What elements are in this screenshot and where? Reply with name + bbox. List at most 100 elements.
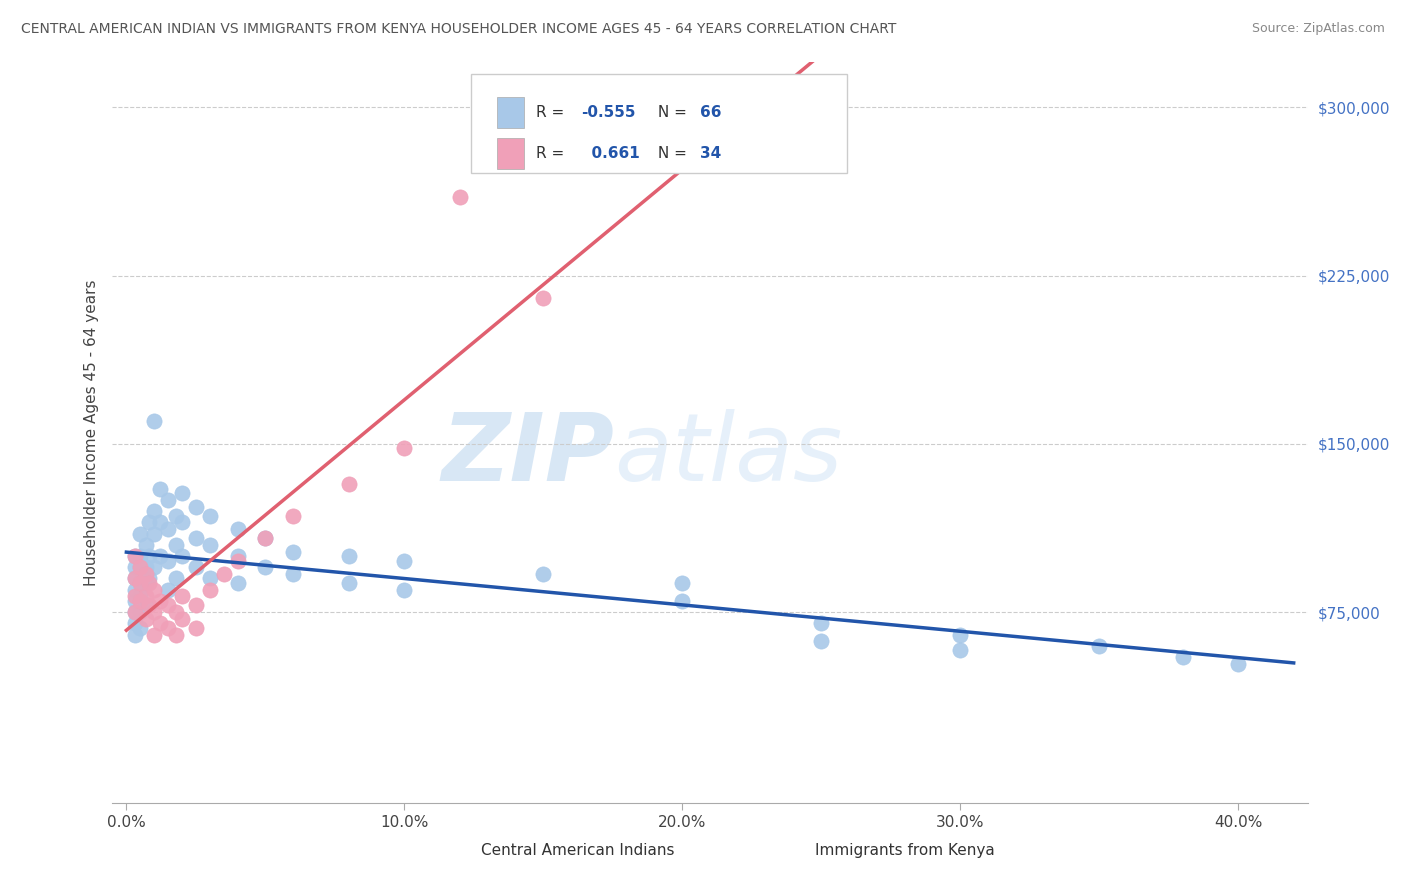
Point bbox=[157, 492, 180, 507]
Point bbox=[129, 560, 152, 574]
Point bbox=[184, 500, 207, 514]
Point bbox=[124, 605, 146, 619]
Point bbox=[124, 616, 146, 631]
Text: 66: 66 bbox=[700, 105, 721, 120]
Point bbox=[254, 531, 277, 545]
Point bbox=[149, 482, 172, 496]
Point bbox=[170, 612, 193, 626]
Point bbox=[184, 599, 207, 613]
Point bbox=[149, 594, 172, 608]
Point bbox=[138, 576, 160, 591]
Point bbox=[198, 571, 221, 585]
Point bbox=[129, 560, 152, 574]
Point bbox=[337, 576, 360, 591]
Point bbox=[129, 576, 152, 591]
Point bbox=[157, 553, 180, 567]
Point bbox=[135, 599, 157, 613]
Point bbox=[184, 621, 207, 635]
Point bbox=[531, 291, 554, 305]
Point bbox=[157, 599, 180, 613]
Point bbox=[129, 621, 152, 635]
Point bbox=[143, 582, 166, 597]
Point bbox=[165, 571, 187, 585]
Point bbox=[1227, 657, 1250, 671]
Text: ZIP: ZIP bbox=[441, 409, 614, 500]
Point bbox=[124, 549, 146, 563]
Point bbox=[157, 582, 180, 597]
Point bbox=[135, 576, 157, 591]
Point bbox=[198, 582, 221, 597]
Point bbox=[129, 594, 152, 608]
Text: atlas: atlas bbox=[614, 409, 842, 500]
Point bbox=[184, 560, 207, 574]
Point bbox=[226, 549, 249, 563]
Point bbox=[165, 508, 187, 523]
Point bbox=[124, 627, 146, 641]
Point bbox=[157, 522, 180, 536]
Point bbox=[129, 605, 152, 619]
Point bbox=[394, 442, 416, 456]
Point bbox=[149, 616, 172, 631]
Point bbox=[394, 582, 416, 597]
Point bbox=[143, 605, 166, 619]
Point bbox=[129, 549, 152, 563]
Text: -0.555: -0.555 bbox=[581, 105, 636, 120]
Point bbox=[124, 605, 146, 619]
Point bbox=[170, 549, 193, 563]
Point bbox=[170, 486, 193, 500]
Point bbox=[184, 531, 207, 545]
FancyBboxPatch shape bbox=[498, 138, 523, 169]
Point bbox=[226, 553, 249, 567]
Text: 0.661: 0.661 bbox=[581, 146, 640, 161]
Point bbox=[143, 526, 166, 541]
Point bbox=[671, 576, 693, 591]
Point bbox=[281, 544, 304, 558]
Text: N =: N = bbox=[652, 146, 692, 161]
Text: CENTRAL AMERICAN INDIAN VS IMMIGRANTS FROM KENYA HOUSEHOLDER INCOME AGES 45 - 64: CENTRAL AMERICAN INDIAN VS IMMIGRANTS FR… bbox=[21, 22, 897, 37]
FancyBboxPatch shape bbox=[498, 97, 523, 128]
Text: N =: N = bbox=[652, 105, 692, 120]
Point bbox=[671, 594, 693, 608]
Text: R =: R = bbox=[536, 105, 568, 120]
Text: Source: ZipAtlas.com: Source: ZipAtlas.com bbox=[1251, 22, 1385, 36]
Point bbox=[143, 414, 166, 428]
Point bbox=[135, 566, 157, 581]
Point bbox=[810, 634, 832, 648]
Point bbox=[810, 616, 832, 631]
Point bbox=[138, 571, 160, 585]
Point bbox=[124, 549, 146, 563]
Point bbox=[198, 508, 221, 523]
Point bbox=[124, 560, 146, 574]
Point bbox=[337, 549, 360, 563]
Point bbox=[212, 566, 235, 581]
Point bbox=[143, 560, 166, 574]
Point bbox=[949, 643, 972, 657]
Point bbox=[198, 538, 221, 552]
Point bbox=[138, 549, 160, 563]
Point bbox=[143, 504, 166, 518]
Point bbox=[124, 571, 146, 585]
Point bbox=[281, 566, 304, 581]
Text: 34: 34 bbox=[700, 146, 721, 161]
Point bbox=[124, 571, 146, 585]
Point bbox=[170, 590, 193, 604]
Text: Central American Indians: Central American Indians bbox=[481, 844, 673, 858]
Point bbox=[254, 560, 277, 574]
Point bbox=[394, 553, 416, 567]
Point bbox=[226, 522, 249, 536]
Text: R =: R = bbox=[536, 146, 568, 161]
FancyBboxPatch shape bbox=[447, 838, 474, 866]
Point bbox=[135, 590, 157, 604]
Point bbox=[949, 627, 972, 641]
Point bbox=[138, 516, 160, 530]
Point bbox=[226, 576, 249, 591]
Y-axis label: Householder Income Ages 45 - 64 years: Householder Income Ages 45 - 64 years bbox=[83, 279, 98, 586]
Point bbox=[129, 576, 152, 591]
Point bbox=[135, 560, 157, 574]
Point bbox=[124, 582, 146, 597]
FancyBboxPatch shape bbox=[471, 73, 848, 173]
Point bbox=[165, 627, 187, 641]
Point bbox=[129, 590, 152, 604]
FancyBboxPatch shape bbox=[782, 838, 808, 866]
Point bbox=[124, 594, 146, 608]
